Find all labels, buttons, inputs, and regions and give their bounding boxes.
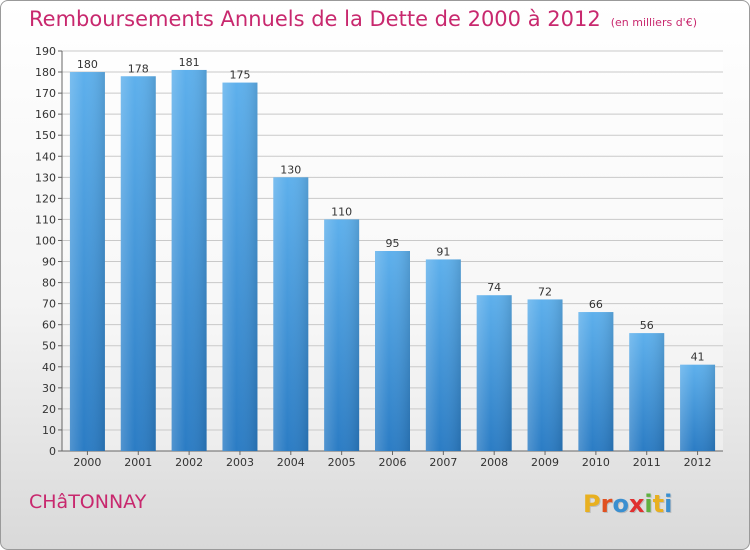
bars <box>69 69 716 452</box>
logo-letter: i <box>644 490 653 518</box>
logo-letter: x <box>628 490 645 518</box>
y-tick-label: 50 <box>42 340 56 353</box>
bar-shade <box>324 219 360 451</box>
x-tick-label: 2004 <box>277 456 305 469</box>
bar-shade <box>425 259 461 451</box>
x-tick-label: 2005 <box>328 456 356 469</box>
y-tick-label: 160 <box>35 108 56 121</box>
value-label: 56 <box>640 319 654 332</box>
value-label: 66 <box>589 298 603 311</box>
y-tick-label: 120 <box>35 192 56 205</box>
value-label: 180 <box>77 58 98 71</box>
x-tick-label: 2011 <box>633 456 661 469</box>
y-tick-label: 60 <box>42 319 56 332</box>
bar-shade <box>69 72 105 451</box>
proxiti-logo: Proxiti <box>583 490 672 518</box>
value-label: 181 <box>179 56 200 69</box>
bar-shade <box>120 76 156 452</box>
y-tick-label: 140 <box>35 150 56 163</box>
y-tick-label: 70 <box>42 298 56 311</box>
y-tick-label: 30 <box>42 382 56 395</box>
logo-letter: r <box>600 490 613 518</box>
value-label: 72 <box>538 285 552 298</box>
chart-title: Remboursements Annuels de la Dette de 20… <box>29 7 697 31</box>
value-label: 74 <box>487 281 501 294</box>
value-label: 175 <box>229 69 250 82</box>
unit-label: (en milliers d'€) <box>610 16 697 29</box>
title-text: Remboursements Annuels de la Dette de 20… <box>29 7 601 31</box>
x-tick-label: 2010 <box>582 456 610 469</box>
y-tick-label: 10 <box>42 424 56 437</box>
y-tick-label: 0 <box>49 445 56 458</box>
x-tick-label: 2002 <box>175 456 203 469</box>
x-tick-label: 2009 <box>531 456 559 469</box>
y-tick-label: 150 <box>35 129 56 142</box>
y-tick-label: 100 <box>35 234 56 247</box>
value-label: 41 <box>691 351 705 364</box>
bar-shade <box>680 364 716 451</box>
bar-shade <box>222 82 258 451</box>
bar-shade <box>578 312 614 451</box>
value-label: 91 <box>436 245 450 258</box>
bar-shade <box>273 177 309 451</box>
y-tick-label: 20 <box>42 403 56 416</box>
x-tick-label: 2003 <box>226 456 254 469</box>
y-tick-label: 80 <box>42 277 56 290</box>
bar-shade <box>476 295 512 451</box>
value-label: 178 <box>128 62 149 75</box>
x-tick-label: 2001 <box>124 456 152 469</box>
bar-shade <box>527 299 563 451</box>
x-tick-label: 2000 <box>73 456 101 469</box>
value-label: 110 <box>331 205 352 218</box>
value-label: 130 <box>280 163 301 176</box>
y-tick-label: 110 <box>35 213 56 226</box>
x-tick-label: 2007 <box>429 456 457 469</box>
y-tick-label: 180 <box>35 66 56 79</box>
x-tick-label: 2008 <box>480 456 508 469</box>
value-labels: 180 178 181 175 130 110 95 91 74 72 66 56 41 <box>77 56 705 364</box>
y-tick-label: 90 <box>42 256 56 269</box>
bar-shade <box>171 69 207 452</box>
y-tick-label: 190 <box>35 45 56 58</box>
x-tick-label: 2012 <box>684 456 712 469</box>
bar-shade <box>375 251 410 451</box>
x-tick-label: 2006 <box>379 456 407 469</box>
bar-shade <box>629 333 665 451</box>
y-tick-label: 170 <box>35 87 56 100</box>
logo-letter: t <box>652 490 665 518</box>
y-tick-label: 40 <box>42 361 56 374</box>
logo-letter: i <box>664 490 673 518</box>
y-tick-label: 130 <box>35 171 56 184</box>
axes: 0 10 20 30 40 50 60 70 80 90 100 110 120 130 140 150 160… <box>35 45 723 469</box>
logo-letter: P <box>583 490 601 518</box>
town-name: CHâTONNAY <box>29 491 147 513</box>
value-label: 95 <box>386 237 400 250</box>
logo-letter: o <box>612 490 629 518</box>
